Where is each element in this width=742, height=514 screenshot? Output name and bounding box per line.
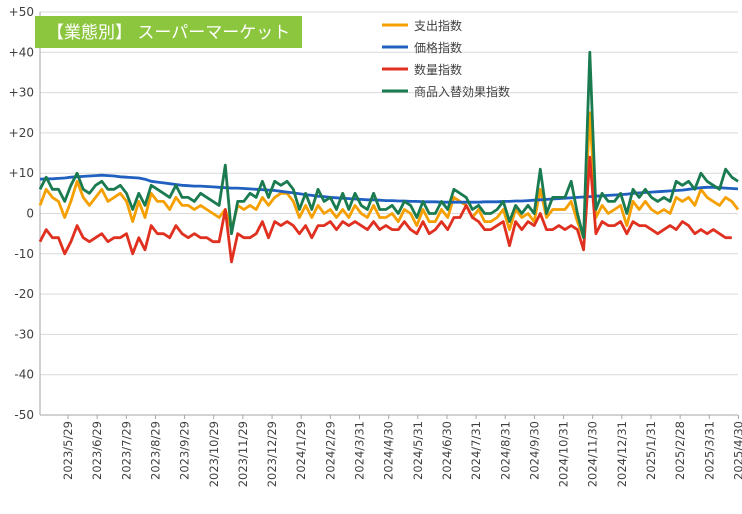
x-tick-label: 2025/4/30 [731, 421, 742, 480]
x-tick-label: 2024/6/30 [440, 421, 454, 480]
y-tick-label: +10 [9, 166, 34, 180]
axes: -50 -40 -30 -20 -10 0 +10 +20 +30 +40 +50 2023/5/29… [9, 5, 742, 487]
x-tick-label: 2025/1/31 [644, 421, 658, 480]
y-tick-label: 0 [26, 207, 34, 221]
series-line-支出指数 [38, 111, 740, 240]
y-tick-label: -40 [14, 368, 34, 382]
y-tick-label: -50 [14, 408, 34, 422]
x-tick-label: 2023/5/29 [61, 421, 75, 480]
y-tick-label: -20 [14, 287, 34, 301]
x-tick-label: 2023/9/29 [178, 421, 192, 480]
legend-label: 支出指数 [414, 18, 462, 33]
x-tick-label: 2024/11/30 [586, 421, 600, 487]
x-tick-label: 2024/2/29 [323, 421, 337, 480]
y-tick-label: +20 [9, 126, 34, 140]
y-tick-label: -10 [14, 247, 34, 261]
x-tick-label: 2023/12/29 [265, 421, 279, 487]
x-tick-label: 2024/5/31 [411, 421, 425, 480]
series-line-数量指数 [38, 155, 732, 264]
x-tick-label: 2023/11/29 [236, 421, 250, 487]
chart-title: 【業態別】 スーパーマーケット [35, 16, 302, 48]
x-tick-label: 2024/7/31 [469, 421, 483, 480]
y-tick-label: +30 [9, 86, 34, 100]
y-tick-label: +50 [9, 5, 34, 19]
x-tick-label: 2024/9/30 [527, 421, 541, 480]
y-tick-label: -30 [14, 327, 34, 341]
series-line-商品入替効果指数 [38, 50, 739, 240]
x-tick-label: 2024/3/31 [353, 421, 367, 480]
y-tick-label: +40 [9, 45, 34, 59]
x-tick-label: 2024/8/31 [498, 421, 512, 480]
legend-label: 価格指数 [414, 40, 462, 55]
x-tick-label: 2024/4/30 [382, 421, 396, 480]
x-tick-label: 2023/10/29 [207, 421, 221, 487]
legend-label: 数量指数 [414, 62, 462, 77]
x-tick-label: 2023/6/29 [90, 421, 104, 480]
series-lines [38, 50, 740, 264]
chart-title-text: 【業態別】 スーパーマーケット [47, 23, 290, 43]
x-tick-label: 2024/12/31 [615, 421, 629, 487]
gridlines [40, 11, 738, 416]
x-tick-label: 2023/8/29 [148, 421, 162, 480]
x-tick-label: 2024/10/31 [557, 421, 571, 487]
x-tick-label: 2023/7/29 [119, 421, 133, 480]
x-tick-label: 2025/3/31 [702, 421, 716, 480]
legend-label: 商品入替効果指数 [414, 84, 510, 99]
x-tick-label: 2025/2/28 [673, 421, 687, 480]
x-tick-label: 2024/1/29 [294, 421, 308, 480]
